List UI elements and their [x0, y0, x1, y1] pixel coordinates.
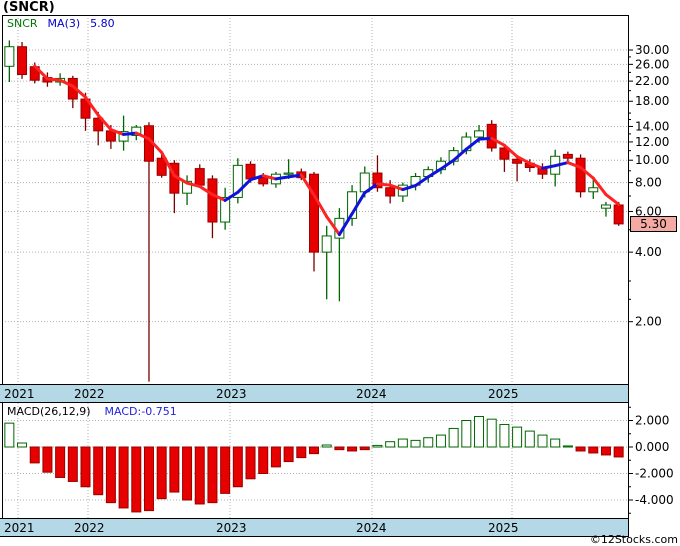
svg-text:14.00: 14.00	[635, 119, 669, 133]
svg-text:0.000: 0.000	[635, 440, 669, 454]
svg-text:2021: 2021	[4, 521, 35, 535]
main-chart-legend: SNCR MA(3) 5.80	[7, 17, 115, 30]
svg-text:18.00: 18.00	[635, 94, 669, 108]
svg-text:22.00: 22.00	[635, 74, 669, 88]
svg-text:26.00: 26.00	[635, 57, 669, 71]
svg-text:2022: 2022	[74, 387, 105, 401]
macd-indicator-value: MACD:-0.751	[104, 405, 177, 418]
svg-text:12.00: 12.00	[635, 135, 669, 149]
page-title: (SNCR)	[3, 0, 55, 15]
svg-text:30.00: 30.00	[635, 43, 669, 57]
svg-text:2025: 2025	[488, 387, 519, 401]
footer-credit-link[interactable]: ©12Stocks.com	[589, 533, 678, 546]
svg-text:2022: 2022	[74, 521, 105, 535]
svg-text:2023: 2023	[216, 387, 247, 401]
svg-text:2.000: 2.000	[635, 414, 669, 428]
svg-text:-4.000: -4.000	[635, 493, 674, 507]
svg-text:-2.000: -2.000	[635, 467, 674, 481]
svg-text:8.00: 8.00	[635, 176, 662, 190]
macd-indicator-label: MACD(26,12,9)	[7, 405, 91, 418]
legend-ma-value: 5.80	[90, 17, 115, 30]
svg-text:2025: 2025	[488, 521, 519, 535]
svg-text:2.00: 2.00	[635, 315, 662, 329]
svg-text:6.00: 6.00	[635, 204, 662, 218]
current-price-badge: 5.30	[630, 215, 677, 232]
svg-text:4.00: 4.00	[635, 245, 662, 259]
svg-text:2023: 2023	[216, 521, 247, 535]
svg-text:2021: 2021	[4, 387, 35, 401]
legend-symbol: SNCR	[7, 17, 38, 30]
legend-ma-label: MA(3)	[47, 17, 81, 30]
svg-text:10.00: 10.00	[635, 153, 669, 167]
macd-legend: MACD(26,12,9) MACD:-0.751	[7, 405, 177, 418]
svg-text:2024: 2024	[356, 521, 387, 535]
svg-text:2024: 2024	[356, 387, 387, 401]
